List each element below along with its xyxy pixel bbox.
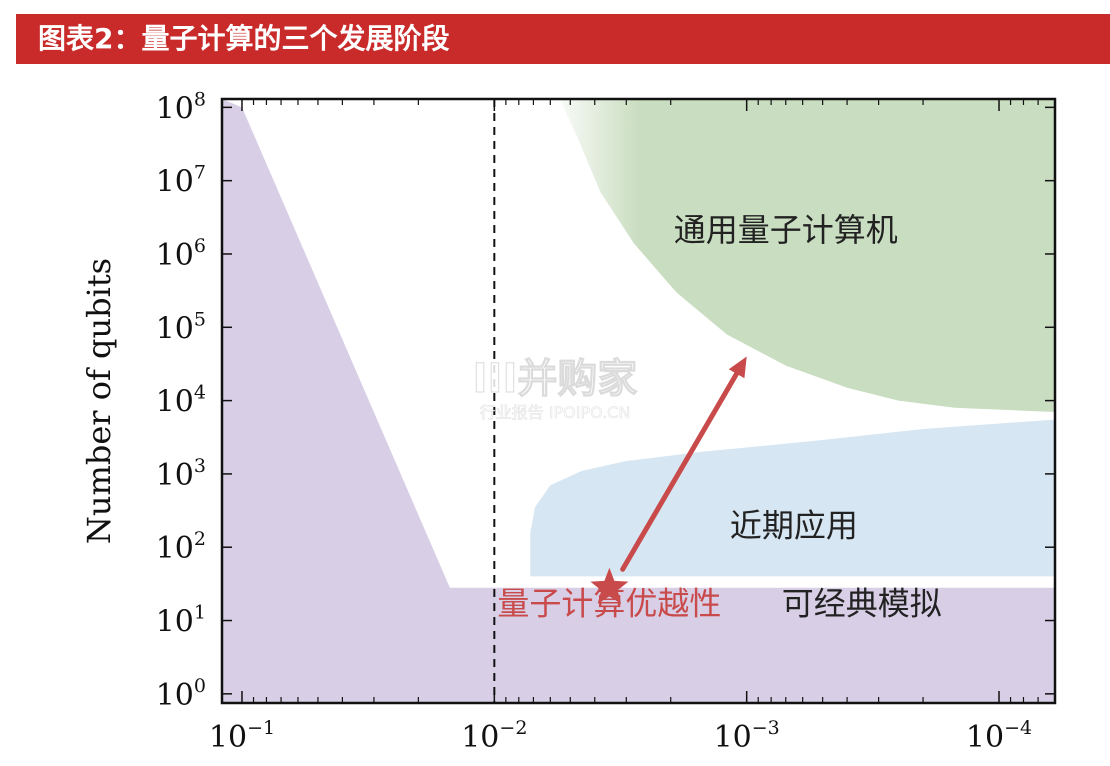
y-tick-label: 107 xyxy=(156,162,206,200)
y-tick-exponent: 0 xyxy=(194,675,206,697)
progress-arrow xyxy=(620,371,740,572)
y-tick-label: 108 xyxy=(156,88,206,126)
y-tick-exponent: 2 xyxy=(194,528,206,550)
x-tick-base: 10 xyxy=(714,720,752,755)
axis-labels: 可经典模拟 近期应用 通用量子计算机 Number of qubits xyxy=(80,211,942,623)
watermark-subtext: 行业报告 IPOIPO.CN xyxy=(480,403,631,422)
label-quantum-supremacy: 量子计算优越性 xyxy=(497,585,721,623)
y-tick-label: 106 xyxy=(156,235,206,273)
x-tick-label: 10−1 xyxy=(209,717,275,755)
y-tick-exponent: 4 xyxy=(194,382,206,404)
x-tick-base: 10 xyxy=(461,720,499,755)
axis-ticks: 10−1 10−2 10−3 10−4100101102103104105106107… xyxy=(156,88,1056,755)
x-tick-exponent: −4 xyxy=(1004,717,1032,739)
region-classical-simulable xyxy=(222,99,1055,703)
y-tick-base: 10 xyxy=(156,385,194,420)
label-universal-qc: 通用量子计算机 xyxy=(674,211,898,249)
y-tick-base: 10 xyxy=(156,238,194,273)
x-tick-exponent: −2 xyxy=(499,717,527,739)
x-tick-label: 10−2 xyxy=(461,717,527,755)
y-tick-label: 100 xyxy=(156,675,206,713)
y-tick-base: 10 xyxy=(156,311,194,346)
y-axis-label: Number of qubits xyxy=(80,258,118,544)
y-tick-label: 102 xyxy=(156,528,206,566)
y-tick-label: 105 xyxy=(156,308,206,346)
region-universal-qc xyxy=(559,99,1055,412)
x-tick-base: 10 xyxy=(966,720,1004,755)
y-tick-label: 101 xyxy=(156,602,206,640)
y-tick-exponent: 8 xyxy=(194,88,206,110)
y-tick-base: 10 xyxy=(156,605,194,640)
y-tick-label: 104 xyxy=(156,382,206,420)
y-tick-label: 103 xyxy=(156,455,206,493)
region-near-term xyxy=(530,419,1055,577)
y-tick-base: 10 xyxy=(156,458,194,493)
x-tick-label: 10−3 xyxy=(714,717,780,755)
y-tick-exponent: 3 xyxy=(194,455,206,477)
progress-arrow-head xyxy=(728,356,747,379)
x-tick-label: 10−4 xyxy=(966,717,1032,755)
y-tick-exponent: 7 xyxy=(194,162,206,184)
y-tick-exponent: 1 xyxy=(194,602,206,624)
regions-layer xyxy=(222,99,1055,703)
y-tick-base: 10 xyxy=(156,678,194,713)
label-classical-simulable: 可经典模拟 xyxy=(782,585,942,623)
x-tick-exponent: −1 xyxy=(247,717,275,739)
y-tick-base: 10 xyxy=(156,165,194,200)
y-tick-base: 10 xyxy=(156,531,194,566)
supremacy-star-icon xyxy=(590,567,629,604)
label-near-term: 近期应用 xyxy=(730,507,858,545)
header-bar: 图表2：量子计算的三个发展阶段 xyxy=(16,14,1110,64)
page-title: 图表2：量子计算的三个发展阶段 xyxy=(38,22,450,55)
y-tick-base: 10 xyxy=(156,91,194,126)
x-tick-base: 10 xyxy=(209,720,247,755)
y-tick-exponent: 6 xyxy=(194,235,206,257)
annotations: 量子计算优越性 xyxy=(497,356,747,623)
x-tick-exponent: −3 xyxy=(752,717,780,739)
y-tick-exponent: 5 xyxy=(194,308,206,330)
watermark-logo-text: ⅠⅠⅠ并购家 xyxy=(473,356,638,402)
